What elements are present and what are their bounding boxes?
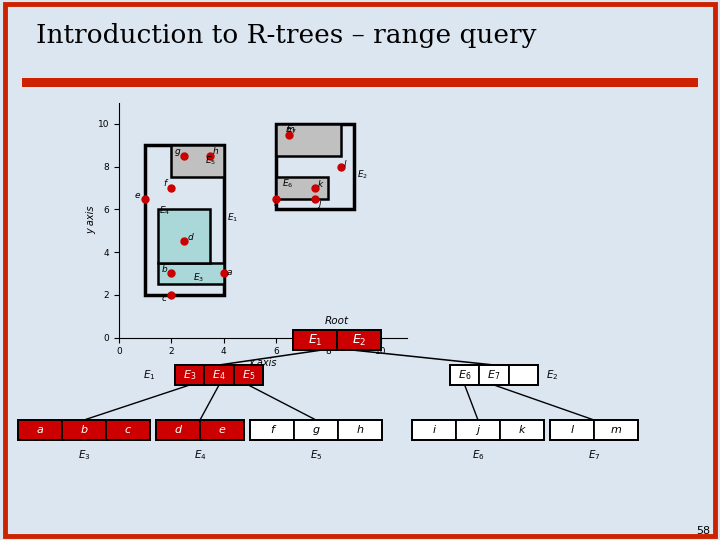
Bar — [456, 420, 500, 440]
Text: f: f — [270, 425, 274, 435]
Text: Introduction to R-trees – range query: Introduction to R-trees – range query — [36, 23, 536, 48]
Bar — [175, 365, 204, 385]
Text: i: i — [433, 425, 436, 435]
Bar — [156, 420, 200, 440]
Text: f: f — [164, 179, 167, 188]
Text: $E_3$: $E_3$ — [194, 272, 204, 285]
Bar — [412, 420, 456, 440]
Bar — [156, 420, 244, 440]
Text: $E_4$: $E_4$ — [212, 368, 226, 382]
Text: g: g — [312, 425, 320, 435]
Bar — [204, 365, 234, 385]
Text: c: c — [125, 425, 131, 435]
Bar — [500, 420, 544, 440]
Bar — [450, 365, 538, 385]
Text: c: c — [161, 294, 166, 303]
Text: $E_5$: $E_5$ — [310, 448, 323, 462]
Text: $E_7$: $E_7$ — [487, 368, 500, 382]
Bar — [234, 365, 263, 385]
Text: $E_2$: $E_2$ — [546, 368, 559, 382]
Text: d: d — [187, 233, 193, 242]
Text: h: h — [356, 425, 364, 435]
Text: d: d — [174, 425, 181, 435]
Bar — [508, 365, 538, 385]
Text: $E_2$: $E_2$ — [357, 168, 368, 181]
Text: $E_3$: $E_3$ — [78, 448, 90, 462]
Text: m: m — [611, 425, 621, 435]
Text: Root: Root — [325, 316, 349, 326]
Bar — [594, 420, 638, 440]
Text: $E_6$: $E_6$ — [458, 368, 472, 382]
Text: $E_5$: $E_5$ — [242, 368, 255, 382]
Text: g: g — [174, 147, 180, 156]
Text: $E_6$: $E_6$ — [282, 178, 294, 191]
Bar — [18, 420, 150, 440]
Text: k: k — [318, 180, 323, 189]
Text: $E_2$: $E_2$ — [352, 333, 366, 348]
Bar — [18, 420, 62, 440]
Bar — [175, 365, 263, 385]
Text: $E_1$: $E_1$ — [143, 368, 156, 382]
Text: m: m — [286, 125, 294, 134]
Text: l: l — [570, 425, 574, 435]
Text: j: j — [477, 425, 480, 435]
Bar — [171, 145, 223, 177]
Bar — [145, 145, 223, 295]
Bar — [22, 78, 698, 87]
Bar — [450, 365, 480, 385]
Text: $E_4$: $E_4$ — [194, 448, 207, 462]
Text: a: a — [227, 267, 232, 276]
Bar — [337, 330, 381, 350]
Bar — [550, 420, 638, 440]
Bar — [480, 365, 508, 385]
Bar — [158, 210, 210, 263]
Text: k: k — [518, 425, 526, 435]
Bar — [293, 330, 381, 350]
Text: e: e — [135, 191, 140, 200]
Y-axis label: y axis: y axis — [86, 206, 96, 234]
Bar — [158, 263, 223, 284]
Bar — [276, 124, 354, 210]
Bar — [250, 420, 294, 440]
Text: h: h — [213, 147, 219, 156]
Text: i: i — [274, 199, 276, 207]
X-axis label: x axis: x axis — [248, 357, 277, 368]
Text: 58: 58 — [696, 526, 710, 536]
Bar — [294, 420, 338, 440]
Bar — [338, 420, 382, 440]
Bar — [106, 420, 150, 440]
Text: $E_1$: $E_1$ — [228, 211, 238, 224]
Bar — [200, 420, 244, 440]
Text: $E_1$: $E_1$ — [307, 333, 323, 348]
Bar — [293, 330, 337, 350]
Text: $E_3$: $E_3$ — [183, 368, 197, 382]
Text: $E_5$: $E_5$ — [205, 154, 217, 167]
Bar — [276, 124, 341, 156]
Text: e: e — [219, 425, 225, 435]
Text: b: b — [161, 265, 167, 274]
Text: $E_4$: $E_4$ — [159, 205, 171, 217]
Text: $E_7$: $E_7$ — [588, 448, 600, 462]
Text: a: a — [37, 425, 43, 435]
Bar — [412, 420, 544, 440]
Bar — [550, 420, 594, 440]
Text: $E_6$: $E_6$ — [472, 448, 485, 462]
Text: $E_7$: $E_7$ — [287, 124, 297, 136]
Text: l: l — [344, 160, 346, 168]
Bar — [276, 177, 328, 199]
Text: j: j — [318, 199, 320, 207]
Bar — [250, 420, 382, 440]
Bar — [62, 420, 106, 440]
Text: b: b — [81, 425, 88, 435]
